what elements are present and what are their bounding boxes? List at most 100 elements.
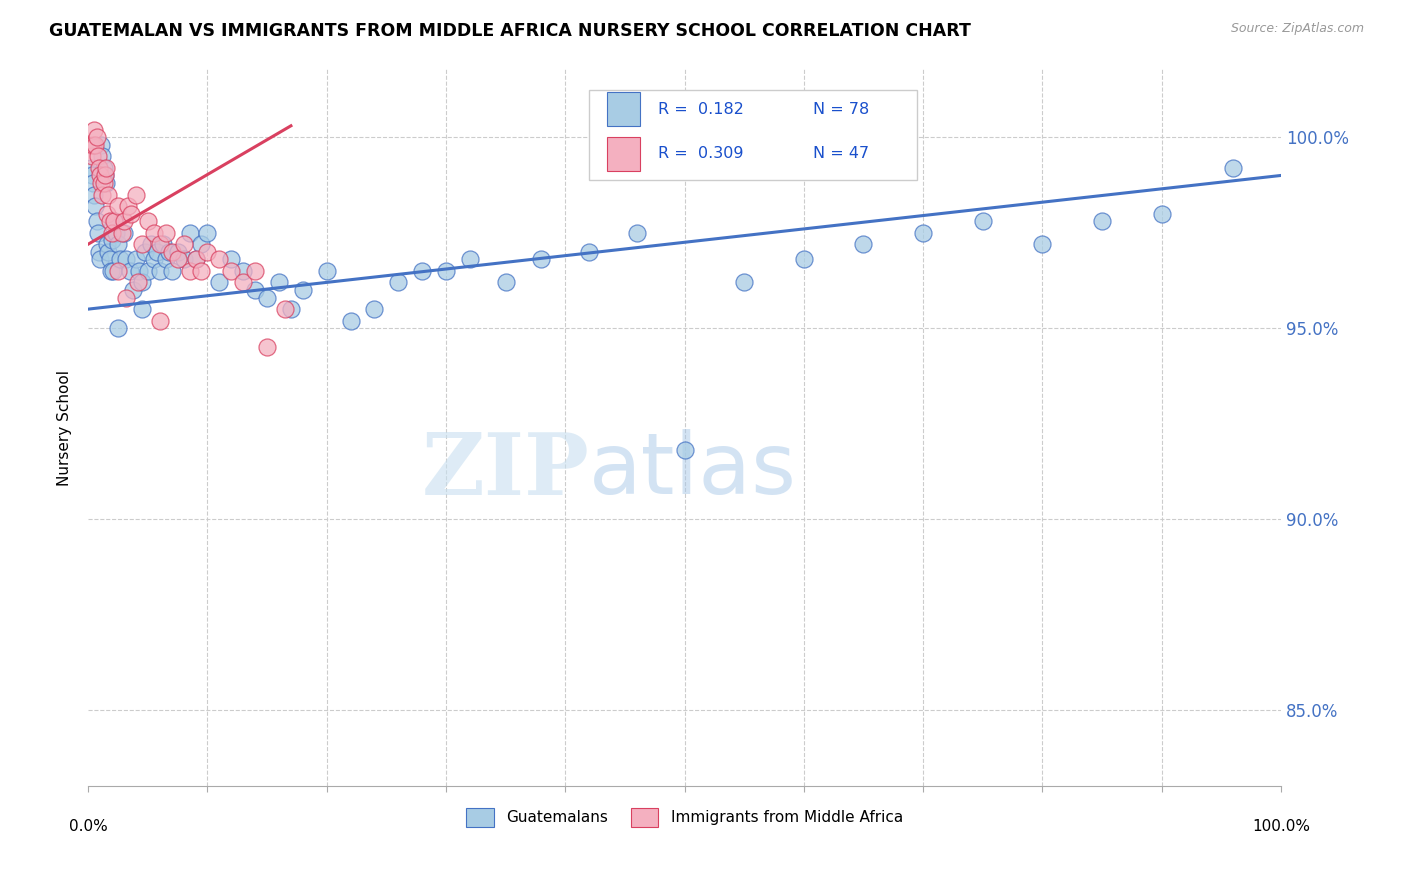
Point	[83, 187, 105, 202]
Point	[104, 226, 127, 240]
Text: N = 47: N = 47	[814, 146, 869, 161]
FancyBboxPatch shape	[607, 136, 640, 171]
Point	[912, 226, 935, 240]
Point	[972, 214, 994, 228]
Point	[86, 226, 108, 240]
Point	[97, 244, 120, 259]
Point	[98, 214, 121, 228]
Point	[530, 252, 553, 267]
Point	[107, 321, 129, 335]
Point	[84, 137, 107, 152]
Point	[110, 226, 132, 240]
Point	[103, 264, 125, 278]
Point	[101, 233, 124, 247]
Point	[363, 302, 385, 317]
Text: R =  0.182: R = 0.182	[658, 102, 744, 117]
Point	[733, 276, 755, 290]
Point	[120, 207, 142, 221]
Point	[107, 199, 129, 213]
Point	[190, 237, 212, 252]
Point	[97, 187, 120, 202]
Point	[115, 252, 138, 267]
Text: Source: ZipAtlas.com: Source: ZipAtlas.com	[1230, 22, 1364, 36]
Point	[280, 302, 302, 317]
Text: GUATEMALAN VS IMMIGRANTS FROM MIDDLE AFRICA NURSERY SCHOOL CORRELATION CHART: GUATEMALAN VS IMMIGRANTS FROM MIDDLE AFR…	[49, 22, 972, 40]
Point	[136, 214, 159, 228]
Point	[190, 264, 212, 278]
Point	[82, 137, 104, 152]
Point	[157, 244, 180, 259]
Point	[134, 244, 156, 259]
Point	[131, 276, 153, 290]
Point	[673, 443, 696, 458]
Point	[1222, 161, 1244, 175]
Point	[339, 313, 361, 327]
Point	[103, 214, 125, 228]
Point	[94, 161, 117, 175]
Point	[184, 252, 207, 267]
Point	[90, 176, 112, 190]
Point	[184, 252, 207, 267]
Point	[96, 207, 118, 221]
Point	[112, 214, 135, 228]
Point	[141, 237, 163, 252]
Point	[179, 226, 201, 240]
Point	[115, 291, 138, 305]
Point	[91, 149, 114, 163]
Point	[793, 252, 815, 267]
Point	[91, 187, 114, 202]
Point	[160, 244, 183, 259]
Point	[103, 214, 125, 228]
Point	[1091, 214, 1114, 228]
Point	[94, 169, 117, 183]
Point	[86, 214, 108, 228]
Point	[142, 252, 165, 267]
Point	[127, 276, 149, 290]
Point	[221, 252, 243, 267]
Point	[155, 252, 177, 267]
Point	[128, 264, 150, 278]
Point	[149, 313, 172, 327]
Point	[173, 252, 195, 267]
Point	[80, 149, 103, 163]
Point	[243, 283, 266, 297]
Point	[243, 264, 266, 278]
Point	[117, 199, 139, 213]
Text: 100.0%: 100.0%	[1251, 819, 1310, 834]
Point	[495, 276, 517, 290]
Point	[411, 264, 433, 278]
Point	[94, 169, 117, 183]
Point	[197, 226, 219, 240]
Point	[852, 237, 875, 252]
Point	[118, 264, 141, 278]
Point	[125, 252, 148, 267]
Point	[136, 264, 159, 278]
Point	[87, 244, 110, 259]
Point	[232, 264, 254, 278]
Point	[112, 226, 135, 240]
Point	[96, 237, 118, 252]
Point	[232, 276, 254, 290]
Point	[93, 161, 115, 175]
Point	[82, 176, 104, 190]
Point	[173, 237, 195, 252]
Point	[80, 169, 103, 183]
Point	[291, 283, 314, 297]
Text: atlas: atlas	[589, 429, 797, 512]
Point	[208, 276, 231, 290]
Point	[125, 187, 148, 202]
Point	[221, 264, 243, 278]
Point	[87, 161, 110, 175]
Point	[146, 244, 169, 259]
Text: 0.0%: 0.0%	[69, 819, 107, 834]
Point	[79, 161, 101, 175]
Point	[93, 176, 115, 190]
Point	[100, 264, 122, 278]
Text: R =  0.309: R = 0.309	[658, 146, 744, 161]
Point	[149, 264, 172, 278]
Point	[434, 264, 457, 278]
Point	[107, 264, 129, 278]
Point	[107, 237, 129, 252]
Point	[166, 252, 188, 267]
Point	[142, 226, 165, 240]
